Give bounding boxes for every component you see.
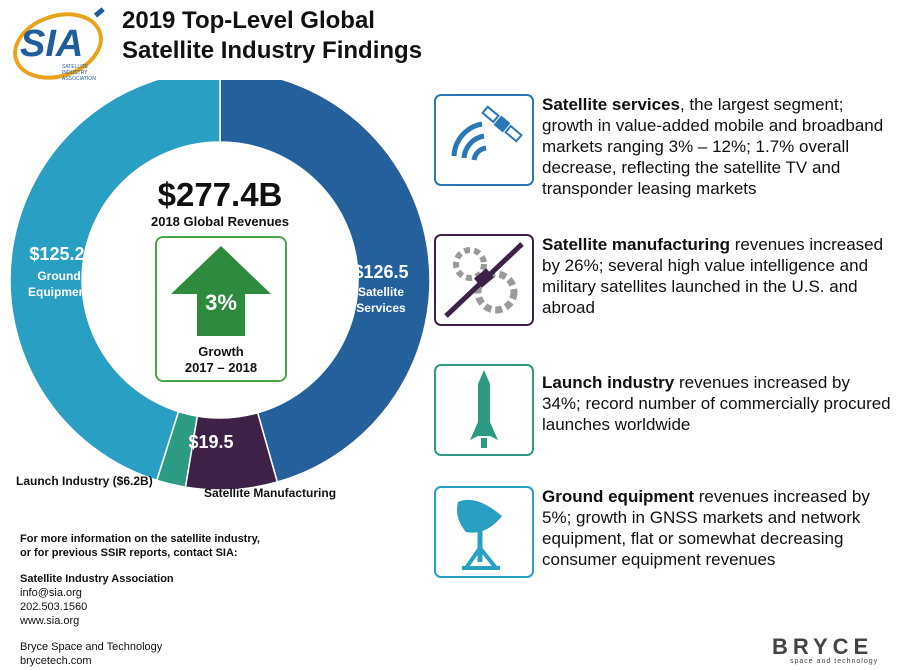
slice-ground-equipment [9, 80, 221, 482]
growth-box: 3% Growth 2017 – 2018 [155, 236, 287, 382]
contact-intro-1: For more information on the satellite in… [20, 533, 260, 545]
contact-intro-2: or for previous SSIR reports, contact SI… [20, 547, 238, 559]
page-title: 2019 Top-Level Global Satellite Industry… [122, 6, 422, 66]
finding-services: Satellite services, the largest segment;… [434, 94, 894, 224]
svg-text:ASSOCIATION: ASSOCIATION [62, 76, 96, 82]
segment-label-services: Satellite Services [356, 285, 406, 315]
finding-manufacturing-body: revenues increased by 26%; several high … [542, 235, 884, 317]
finding-launch-body: revenues increased by 34%; record number… [542, 373, 891, 434]
finding-services-text: Satellite services, the largest segment;… [542, 94, 892, 199]
total-revenue-label: 2018 Global Revenues [150, 214, 289, 229]
contact-org: Satellite Industry Association [20, 573, 174, 585]
growth-label-line2: 2017 – 2018 [184, 360, 258, 375]
finding-ground-body: revenues increased by 5%; growth in GNSS… [542, 487, 870, 569]
rocket-icon [434, 364, 534, 456]
value-label-ground: $125.2 [29, 244, 85, 264]
contact-org-2: Bryce Space and Technology [20, 641, 163, 653]
finding-ground-text: Ground equipment revenues increased by 5… [542, 486, 892, 570]
sia-logo: SIA SATELLITE INDUSTRY ASSOCIATION [8, 4, 116, 84]
growth-value: 3% [205, 290, 237, 315]
bryce-tagline: space and technology [790, 658, 879, 665]
outside-label-launch: Launch Industry ($6.2B) [16, 474, 153, 488]
finding-manufacturing-text: Satellite manufacturing revenues increas… [542, 234, 892, 318]
contact-phone: 202.503.1560 [20, 601, 88, 613]
revenue-donut-chart [9, 80, 431, 491]
growth-label: Growth 2017 – 2018 [157, 344, 285, 376]
finding-ground-title: Ground equipment [542, 487, 695, 506]
svg-text:INDUSTRY: INDUSTRY [62, 70, 88, 76]
segment-label-ground: Ground Equipment [28, 269, 90, 299]
total-revenue: $277.4B [157, 176, 283, 213]
satellite-dish-icon [434, 486, 534, 578]
svg-text:SIA: SIA [20, 23, 83, 65]
contact-web[interactable]: www.sia.org [20, 615, 80, 627]
finding-launch-title: Launch industry [542, 373, 675, 392]
title-line-2: Satellite Industry Findings [122, 37, 423, 64]
finding-services-title: Satellite services [542, 95, 680, 114]
finding-launch: Launch industry revenues increased by 34… [434, 364, 894, 456]
finding-ground: Ground equipment revenues increased by 5… [434, 486, 894, 596]
satellite-signal-icon [434, 94, 534, 186]
contact-email[interactable]: info@sia.org [20, 587, 82, 599]
finding-manufacturing: Satellite manufacturing revenues increas… [434, 234, 894, 328]
finding-launch-text: Launch industry revenues increased by 34… [542, 372, 892, 435]
growth-label-line1: Growth [198, 344, 244, 359]
slice-satellite-services [219, 80, 431, 483]
finding-services-body: , the largest segment; growth in value-a… [542, 95, 884, 198]
satellite-gears-icon [434, 234, 534, 326]
bryce-logo: BRYCE [772, 634, 874, 659]
finding-manufacturing-title: Satellite manufacturing [542, 235, 730, 254]
growth-arrow-icon [171, 246, 271, 336]
title-line-1: 2019 Top-Level Global [122, 7, 375, 34]
svg-text:SATELLITE: SATELLITE [62, 64, 89, 70]
value-label-manufacturing: $19.5 [188, 432, 234, 452]
contact-web-2[interactable]: brycetech.com [20, 655, 92, 667]
outside-label-manufacturing: Satellite Manufacturing [204, 486, 337, 500]
value-label-services: $126.5 [353, 262, 409, 282]
